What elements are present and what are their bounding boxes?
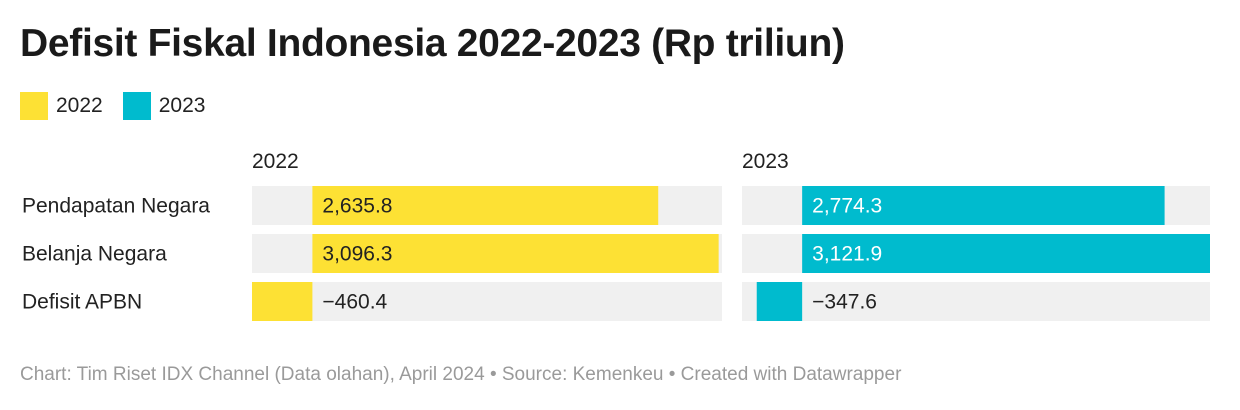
legend-label-2022: 2022 <box>56 94 103 117</box>
legend-swatch-2022 <box>20 92 48 120</box>
chart-footer: Chart: Tim Riset IDX Channel (Data olaha… <box>20 364 902 385</box>
legend-item-2023: 2023 <box>122 92 206 120</box>
legend-label-2023: 2023 <box>158 94 206 117</box>
panel-title: 2023 <box>742 150 789 173</box>
bar <box>802 234 1210 273</box>
legend-swatch-2023 <box>122 92 151 120</box>
category-label: Belanja Negara <box>22 243 167 266</box>
value-label: 3,121.9 <box>812 243 882 266</box>
value-label: −460.4 <box>322 291 387 314</box>
legend: 2022 2023 <box>20 92 225 120</box>
bar <box>802 186 1165 225</box>
bar <box>312 186 659 225</box>
legend-item-2022: 2022 <box>20 92 103 120</box>
bar <box>312 234 719 273</box>
value-label: 2,774.3 <box>812 195 882 218</box>
value-label: −347.6 <box>812 291 877 314</box>
category-label: Defisit APBN <box>22 291 142 314</box>
bar <box>756 282 803 321</box>
bar-track <box>742 282 1210 321</box>
category-label: Pendapatan Negara <box>22 195 210 218</box>
chart-title: Defisit Fiskal Indonesia 2022-2023 (Rp t… <box>20 22 845 65</box>
bar-chart: Pendapatan Negara Belanja Negara Defisit A… <box>22 150 1210 321</box>
panel-title: 2022 <box>252 150 299 173</box>
value-label: 2,635.8 <box>322 195 392 218</box>
bar-track <box>252 282 722 321</box>
bar <box>252 282 313 321</box>
value-label: 3,096.3 <box>322 243 392 266</box>
